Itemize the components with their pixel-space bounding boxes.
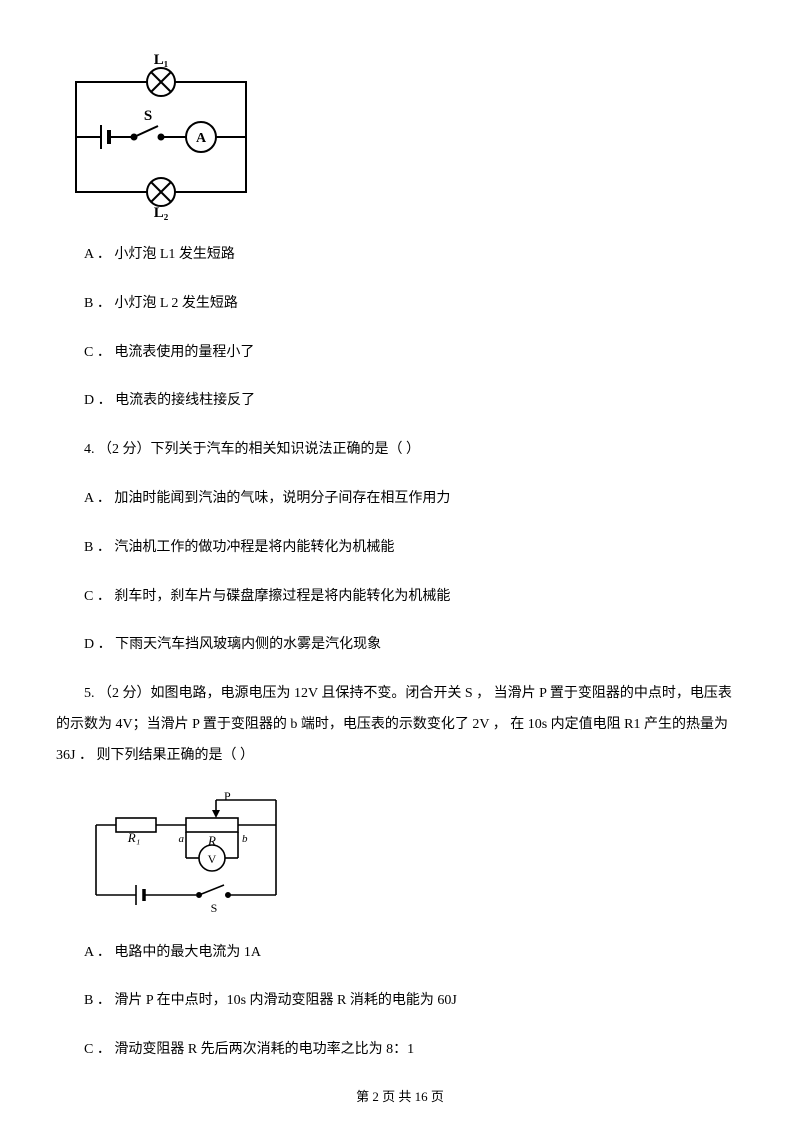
q4-option-b: B ． 汽油机工作的做功冲程是将内能转化为机械能 [56, 533, 744, 564]
svg-text:P: P [224, 790, 231, 803]
svg-text:S: S [211, 901, 218, 915]
svg-text:L₁: L₁ [154, 52, 169, 68]
q3-option-c: C ． 电流表使用的量程小了 [56, 338, 744, 369]
q5-option-c: C ． 滑动变阻器 R 先后两次消耗的电功率之比为 8：1 [56, 1035, 744, 1066]
q4-option-c: C ． 刹车时，刹车片与碟盘摩擦过程是将内能转化为机械能 [56, 582, 744, 613]
q5-stem: 5. （2 分）如图电路，电源电压为 12V 且保持不变。闭合开关 S ， 当滑… [56, 679, 744, 771]
svg-text:S: S [144, 108, 152, 124]
svg-text:b: b [242, 833, 248, 845]
q4-option-a: A ． 加油时能闻到汽油的气味，说明分子间存在相互作用力 [56, 484, 744, 515]
circuit-diagram-2: R₁ R P a b V S [76, 790, 744, 920]
q4-option-d: D ． 下雨天汽车挡风玻璃内侧的水雾是汽化现象 [56, 630, 744, 661]
circuit-svg-2: R₁ R P a b V S [76, 790, 306, 920]
circuit-svg-1: L₁ L₂ S A [56, 52, 266, 222]
svg-text:a: a [179, 833, 185, 845]
q4-stem: 4. （2 分）下列关于汽车的相关知识说法正确的是（ ） [56, 435, 744, 466]
svg-text:R: R [207, 833, 216, 848]
q3-option-d: D ． 电流表的接线柱接反了 [56, 386, 744, 417]
page-footer: 第 2 页 共 16 页 [0, 1087, 800, 1108]
q5-option-b: B ． 滑片 P 在中点时，10s 内滑动变阻器 R 消耗的电能为 60J [56, 986, 744, 1017]
svg-text:A: A [196, 131, 207, 146]
q3-option-a: A ． 小灯泡 L1 发生短路 [56, 240, 744, 271]
svg-text:R₁: R₁ [127, 830, 140, 845]
q3-option-b: B ． 小灯泡 L 2 发生短路 [56, 289, 744, 320]
svg-text:V: V [208, 852, 217, 866]
circuit-diagram-1: L₁ L₂ S A [56, 52, 744, 222]
svg-text:L₂: L₂ [154, 205, 169, 221]
q5-option-a: A ． 电路中的最大电流为 1A [56, 938, 744, 969]
